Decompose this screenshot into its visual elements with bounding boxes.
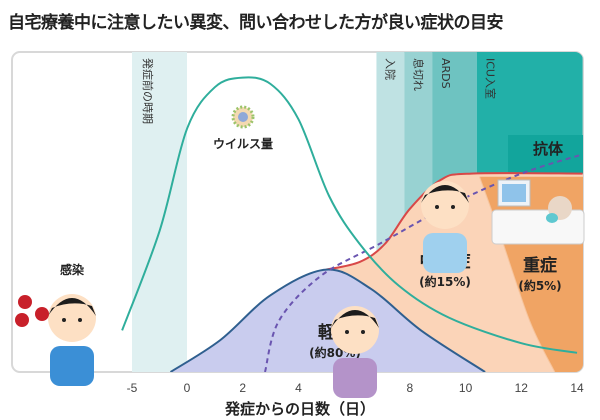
hair <box>421 185 469 203</box>
body <box>50 346 94 386</box>
phase-label: 発症前の時期 <box>141 58 155 124</box>
virus-icon <box>231 105 255 129</box>
eye <box>62 318 66 322</box>
phase-label: 息切れ <box>411 58 425 91</box>
eye <box>451 205 455 209</box>
eye <box>345 330 349 334</box>
x-tick-label: 12 <box>515 381 529 395</box>
virus-core <box>238 112 248 122</box>
page-title: 自宅療養中に注意したい異変、問い合わせした方が良い症状の目安 <box>8 13 504 33</box>
coughing-woman-icon <box>331 306 379 398</box>
phase-band <box>132 52 187 372</box>
hair <box>331 310 379 328</box>
x-tick-label: 0 <box>184 381 191 395</box>
screen <box>502 184 526 202</box>
mask <box>546 213 558 223</box>
virus-particle-icon <box>15 313 29 327</box>
x-tick-label: 8 <box>407 381 414 395</box>
moderate-line <box>326 172 583 271</box>
mild-line <box>169 268 486 372</box>
severe-boundary <box>479 176 556 372</box>
oxygen-mask-person-icon <box>421 181 469 273</box>
face <box>331 306 379 354</box>
antibody-box <box>508 135 583 175</box>
virus-particle-icon <box>35 307 49 321</box>
phase-label: ARDS <box>439 58 452 89</box>
phase-label: 入院 <box>383 58 397 80</box>
infection-label: 感染 <box>60 262 85 277</box>
severe-label: 重症 <box>523 255 557 276</box>
x-tick-label: 10 <box>459 381 473 395</box>
infected-person-icon <box>48 294 96 386</box>
severe-percent: (約5%) <box>518 278 561 293</box>
virus-particle-icon <box>18 295 32 309</box>
bed <box>491 209 585 245</box>
virus-label: ウイルス量 <box>213 137 273 151</box>
eye <box>78 318 82 322</box>
virus-line <box>121 76 578 354</box>
antibody-label: 抗体 <box>533 140 564 158</box>
x-tick-label: 14 <box>570 381 584 395</box>
eye <box>435 205 439 209</box>
moderate-percent: (約15%) <box>419 274 471 289</box>
x-tick-label: 2 <box>239 381 246 395</box>
phase-label: ICU入室 <box>484 58 498 99</box>
eye <box>361 330 365 334</box>
face <box>48 294 96 342</box>
body <box>333 358 377 398</box>
face <box>421 181 469 229</box>
x-tick-label: 4 <box>295 381 302 395</box>
hair <box>48 298 96 316</box>
x-tick-label: -5 <box>127 381 138 395</box>
x-axis-label: 発症からの日数（日） <box>224 400 375 418</box>
ventilator-patient-icon <box>491 179 585 245</box>
mild-area <box>170 269 486 372</box>
body <box>423 233 467 273</box>
antibody-line <box>264 153 583 372</box>
